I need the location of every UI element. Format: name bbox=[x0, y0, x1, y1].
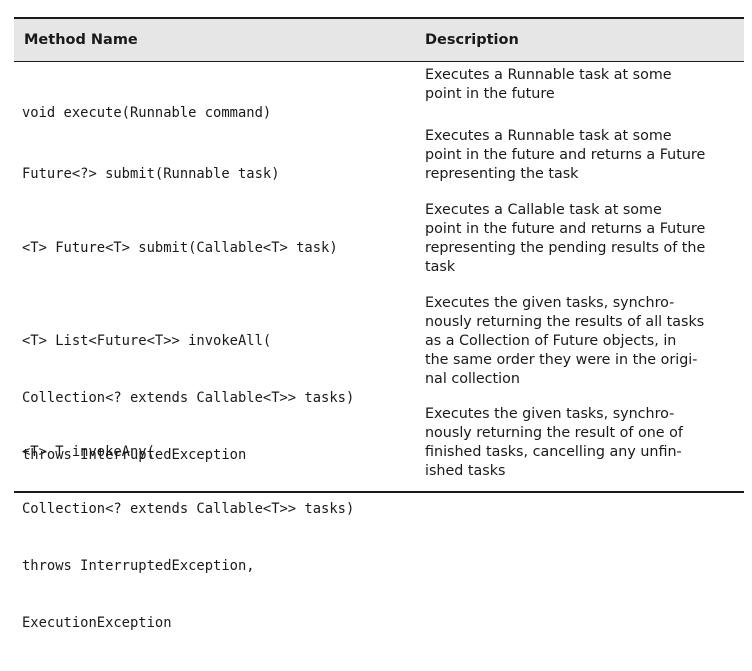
table-header-row: Method Name Description bbox=[14, 19, 744, 61]
description-line: point in the future bbox=[425, 86, 555, 102]
method-cell: Future<?> submit(Runnable task) bbox=[22, 127, 417, 222]
method-line: <T> T invokeAny( bbox=[22, 444, 155, 460]
description-cell: Executes a Runnable task at some point i… bbox=[425, 66, 743, 104]
description-line: point in the future and returns a Future bbox=[425, 221, 706, 237]
method-cell: <T> Future<T> submit(Callable<T> task) bbox=[22, 201, 417, 296]
description-cell: Executes the given tasks, synchro- nousl… bbox=[425, 294, 743, 389]
description-line: as a Collection of Future objects, in bbox=[425, 333, 677, 349]
description-line: point in the future and returns a Future bbox=[425, 147, 706, 163]
description-line: ished tasks bbox=[425, 463, 506, 479]
description-line: nal collection bbox=[425, 371, 520, 387]
method-line: throws InterruptedException bbox=[22, 447, 247, 463]
description-line: Executes the given tasks, synchro- bbox=[425, 295, 675, 311]
method-line: Collection<? extends Callable<T>> tasks) bbox=[22, 390, 355, 406]
description-line: finished tasks, cancelling any unfin- bbox=[425, 444, 682, 460]
description-line: Executes a Runnable task at some bbox=[425, 128, 672, 144]
description-line: Executes a Callable task at some bbox=[425, 202, 662, 218]
description-cell: Executes a Callable task at some point i… bbox=[425, 201, 743, 277]
method-line: throws InterruptedException, bbox=[22, 558, 255, 574]
description-line: representing the task bbox=[425, 166, 579, 182]
method-line: Future<?> submit(Runnable task) bbox=[22, 166, 280, 182]
description-line: representing the pending results of the bbox=[425, 240, 706, 256]
description-line: the same order they were in the origi- bbox=[425, 352, 698, 368]
method-line: ExecutionException bbox=[22, 615, 172, 631]
header-method-name: Method Name bbox=[24, 32, 138, 48]
method-line: <T> Future<T> submit(Callable<T> task) bbox=[22, 240, 338, 256]
table-top-rule bbox=[14, 17, 744, 19]
description-line: task bbox=[425, 259, 456, 275]
description-line: Executes the given tasks, synchro- bbox=[425, 406, 675, 422]
description-line: nously returning the result of one of bbox=[425, 425, 683, 441]
description-line: nously returning the results of all task… bbox=[425, 314, 705, 330]
description-cell: Executes a Runnable task at some point i… bbox=[425, 127, 743, 184]
description-cell: Executes the given tasks, synchro- nousl… bbox=[425, 405, 743, 481]
method-line: <T> List<Future<T>> invokeAll( bbox=[22, 333, 272, 349]
method-cell: void execute(Runnable command) bbox=[22, 66, 417, 161]
table-bottom-rule bbox=[14, 491, 744, 493]
method-line: Collection<? extends Callable<T>> tasks) bbox=[22, 501, 355, 517]
header-description: Description bbox=[425, 32, 519, 48]
method-line: void execute(Runnable command) bbox=[22, 105, 272, 121]
method-cell: <T> List<Future<T>> invokeAll( Collectio… bbox=[22, 294, 417, 503]
description-line: Executes a Runnable task at some bbox=[425, 67, 672, 83]
table-header-rule bbox=[14, 61, 744, 62]
method-cell: <T> T invokeAny( Collection<? extends Ca… bbox=[22, 405, 417, 671]
